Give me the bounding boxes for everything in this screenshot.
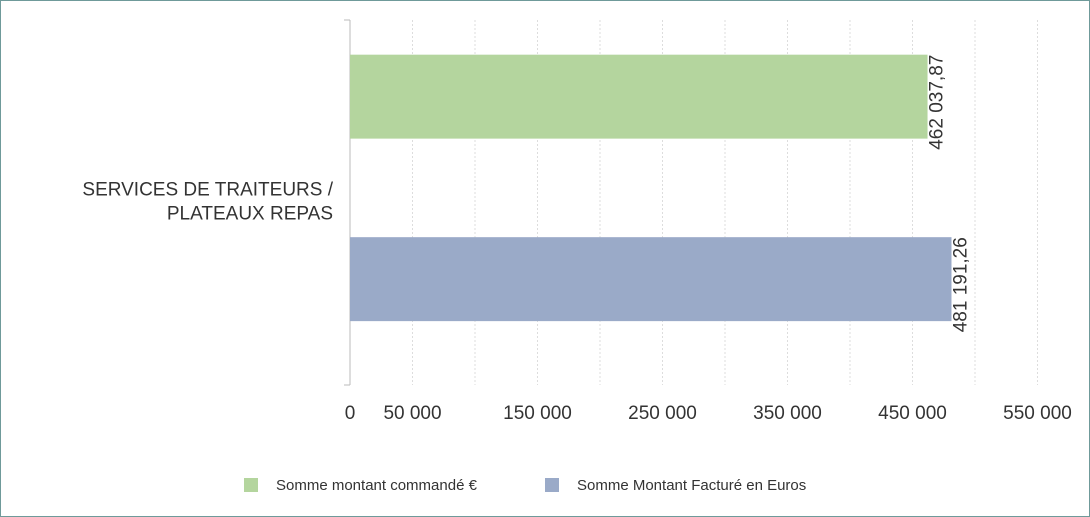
x-tick-label: 450 000	[878, 403, 947, 424]
legend-label: Somme Montant Facturé en Euros	[577, 477, 806, 494]
x-tick-label: 50 000	[383, 403, 441, 424]
x-tick-label: 350 000	[753, 403, 822, 424]
x-tick-label: 0	[345, 403, 356, 424]
category-label: SERVICES DE TRAITEURS / PLATEAUX REPAS	[82, 180, 333, 225]
bar	[350, 54, 928, 139]
legend-swatch	[244, 478, 258, 492]
category-label-line: PLATEAUX REPAS	[167, 204, 333, 225]
bar	[350, 237, 952, 322]
x-tick-label: 550 000	[1003, 403, 1072, 424]
value-label: 462 037,87	[927, 55, 948, 150]
legend-swatch	[545, 478, 559, 492]
legend-label: Somme montant commandé €	[276, 477, 478, 494]
value-label: 481 191,26	[951, 237, 972, 332]
x-tick-label: 250 000	[628, 403, 697, 424]
category-label-line: SERVICES DE TRAITEURS /	[82, 180, 333, 201]
x-tick-label: 150 000	[503, 403, 572, 424]
